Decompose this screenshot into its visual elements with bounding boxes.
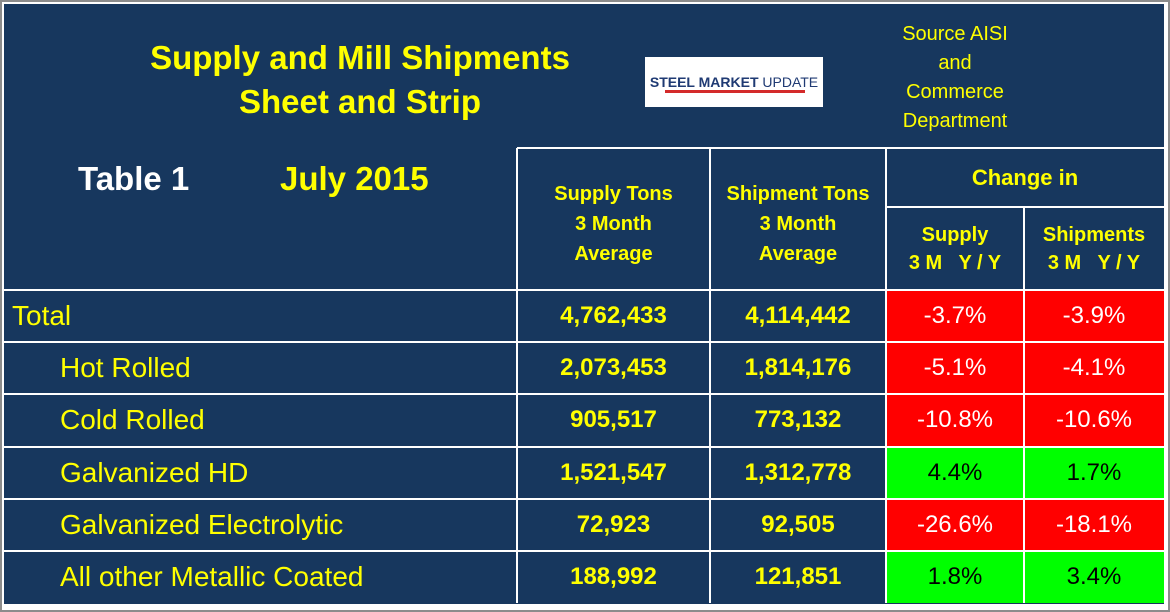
- grid-line: [4, 393, 1164, 396]
- table-date: July 2015: [280, 160, 429, 197]
- change-value: -3.7%: [886, 290, 1024, 343]
- row-label: All other Metallic Coated: [60, 561, 364, 593]
- cell-value: 4,762,433: [560, 302, 667, 330]
- title: Supply and Mill Shipments Sheet and Stri…: [60, 36, 660, 124]
- change-value: 1.8%: [886, 551, 1024, 604]
- cell-value: 121,851: [754, 563, 842, 591]
- source-line: Department: [902, 110, 1008, 132]
- change-column-header: Supply 3 M Y / Y: [886, 215, 1024, 282]
- cell-value: 905,517: [570, 406, 657, 434]
- header-line: 3 M Y / Y: [908, 251, 1002, 274]
- column-header: Supply Tons 3 Month Average: [517, 168, 710, 280]
- header-line: Supply Tons: [554, 183, 673, 205]
- grid-line: [4, 445, 1164, 448]
- header-line: Shipments: [1042, 223, 1146, 246]
- change-value: -4.1%: [1024, 342, 1164, 395]
- change-value: 4.4%: [886, 446, 1024, 499]
- cell-value: 1,814,176: [744, 354, 852, 382]
- source-line: Source AISI: [902, 23, 1008, 45]
- change-value: -10.6%: [1024, 394, 1164, 447]
- row-label: Hot Rolled: [60, 352, 191, 384]
- source-line: and: [938, 52, 972, 74]
- cell-value: 72,923: [576, 510, 651, 538]
- change-header: Change in: [971, 164, 1079, 190]
- grid-line: [517, 147, 1164, 149]
- change-column-header: Shipments 3 M Y / Y: [1024, 215, 1164, 282]
- cell-value: 773,132: [754, 406, 842, 434]
- cell-value: 2,073,453: [560, 354, 667, 382]
- header-line: Supply: [921, 223, 989, 246]
- grid-line: [885, 148, 887, 604]
- row-label: Galvanized Electrolytic: [60, 508, 344, 540]
- column-header: Shipment Tons 3 Month Average: [710, 168, 886, 280]
- cell-value: 4,114,442: [745, 302, 851, 330]
- change-value: 1.7%: [1024, 446, 1164, 499]
- row-label: Total: [12, 300, 72, 332]
- header-line: 3 Month: [759, 213, 837, 235]
- row-label: Cold Rolled: [60, 404, 205, 436]
- grid-line: [516, 148, 518, 604]
- cell-value: 1,312,778: [744, 458, 852, 486]
- grid-line: [4, 341, 1164, 344]
- header-line: Average: [574, 243, 653, 265]
- grid-line: [4, 289, 1164, 291]
- cell-value: 188,992: [570, 563, 657, 591]
- change-value: -5.1%: [886, 342, 1024, 395]
- grid-line: [709, 148, 711, 604]
- header-line: 3 Month: [575, 213, 652, 235]
- logo-text: UPDATE: [762, 74, 819, 90]
- table-label: Table 1: [78, 160, 190, 197]
- grid-line: [4, 497, 1164, 500]
- change-value: -3.9%: [1024, 290, 1164, 343]
- change-value: 3.4%: [1024, 551, 1164, 604]
- grid-line: [4, 550, 1164, 552]
- cell-value: 1,521,547: [560, 458, 667, 486]
- source-line: Commerce: [906, 81, 1004, 103]
- grid-line: [886, 206, 1164, 208]
- header-line: Shipment Tons: [726, 183, 870, 205]
- logo: STEEL MARKET UPDATE: [645, 57, 823, 107]
- logo-text: STEEL MARKET: [649, 74, 759, 90]
- row-label: Galvanized HD: [60, 456, 249, 488]
- change-value: -10.8%: [886, 394, 1024, 447]
- grid-line: [1023, 207, 1025, 604]
- change-value: -18.1%: [1024, 498, 1164, 551]
- source: Source AISI and Commerce Department: [860, 20, 1050, 136]
- header-line: Average: [758, 243, 838, 265]
- header-line: 3 M Y / Y: [1047, 251, 1141, 274]
- title-line: Supply and Mill Shipments: [150, 39, 570, 76]
- logo-swoosh: [665, 90, 805, 93]
- title-line: Sheet and Strip: [238, 83, 482, 120]
- change-value: -26.6%: [886, 498, 1024, 551]
- cell-value: 92,505: [761, 510, 835, 538]
